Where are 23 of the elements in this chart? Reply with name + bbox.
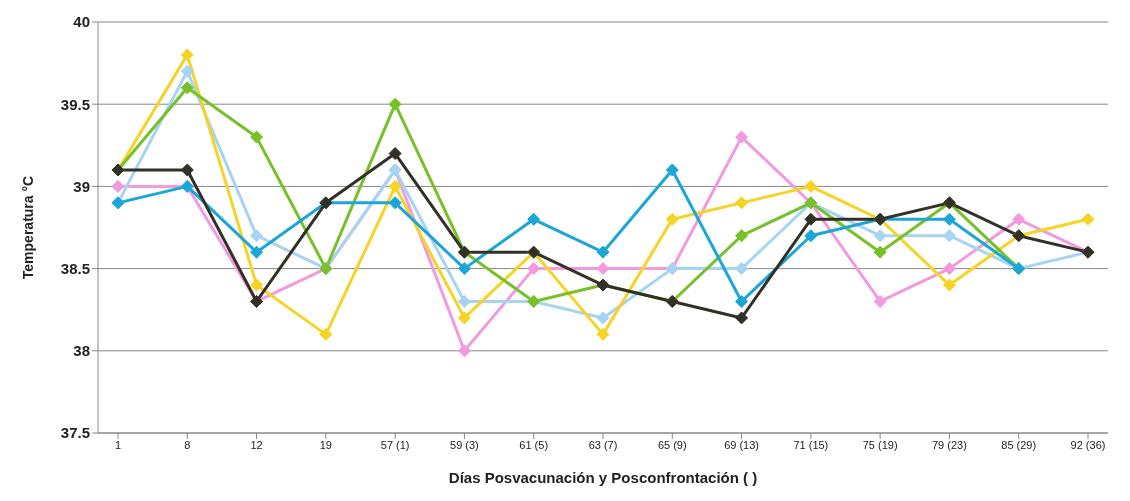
x-tick-label: 69 (13) <box>724 438 759 451</box>
y-axis-title: Temperatura °C <box>19 175 36 280</box>
x-tick-label: 1 <box>114 438 122 451</box>
y-tick-label: 37.5 <box>60 424 90 442</box>
y-tick-label: 39 <box>73 177 90 195</box>
x-tick-label: 92 (36) <box>1070 438 1106 451</box>
y-tick-label: 38 <box>73 342 90 360</box>
x-tick-label: 8 <box>184 438 191 451</box>
x-tick-label: 75 (19) <box>862 438 898 451</box>
x-tick-label: 71 (15) <box>793 438 829 451</box>
x-tick-label: 57 (1) <box>380 438 410 451</box>
x-tick-label: 85 (29) <box>1001 438 1037 451</box>
x-tick-label: 19 <box>319 438 332 451</box>
y-tick-label: 38.5 <box>60 259 90 277</box>
x-tick-label: 79 (23) <box>932 438 967 451</box>
x-axis-title: Días Posvacunación y Posconfrontación ( ) <box>448 469 758 486</box>
x-tick-label: 12 <box>250 438 263 451</box>
x-tick-label: 61 (5) <box>519 438 549 451</box>
x-tick-label: 59 (3) <box>450 438 479 451</box>
x-tick-label: 63 (7) <box>588 438 618 451</box>
y-tick-label: 39.5 <box>60 95 90 113</box>
y-tick-label: 40 <box>73 13 90 31</box>
x-tick-label: 65 (9) <box>657 438 687 451</box>
